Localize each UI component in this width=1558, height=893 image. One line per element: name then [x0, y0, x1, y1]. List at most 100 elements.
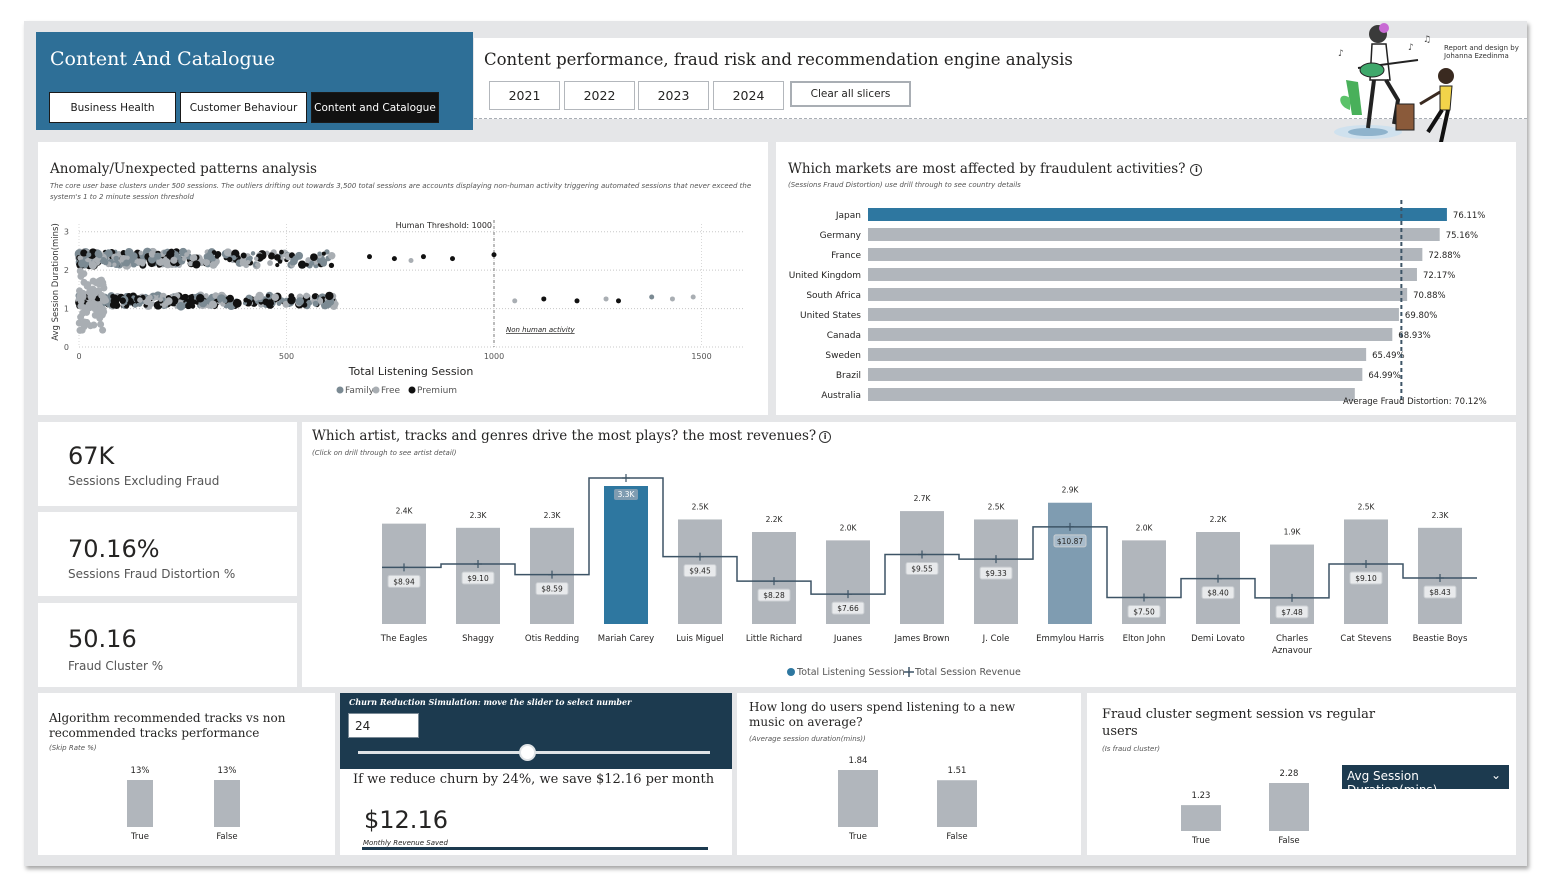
category-label: True	[130, 832, 149, 842]
scatter-point	[136, 301, 142, 307]
markets-bar-chart[interactable]: Japan 76.11% Germany 75.16% France 72.88% Unit…	[776, 142, 1516, 415]
scatter-point	[176, 301, 186, 311]
scatter-point	[156, 257, 165, 266]
newmusic-bar-chart[interactable]: 1.84 True 1.51 False	[737, 693, 1081, 855]
churn-underline	[362, 847, 708, 850]
market-bar	[868, 228, 1440, 241]
fraudseg-bar-chart[interactable]: 1.23 True 2.28 False	[1087, 693, 1516, 855]
scatter-point	[162, 302, 167, 308]
scatter-point	[279, 249, 284, 255]
revenue-value-label: $8.28	[763, 591, 785, 600]
artist-label: James Brown	[893, 634, 949, 644]
scatter-point	[138, 250, 144, 256]
scatter-point	[77, 255, 84, 261]
info-icon[interactable]: i	[1190, 164, 1203, 176]
revenue-marker	[992, 555, 1000, 564]
session-value-label: 2.0K	[840, 523, 858, 532]
session-value-label: 2.3K	[470, 511, 488, 520]
year-slicer-2024[interactable]: 2024	[713, 81, 784, 110]
revenue-marker	[1140, 593, 1148, 602]
scatter-point	[128, 257, 135, 264]
scatter-point	[119, 297, 126, 304]
scatter-point	[77, 272, 85, 280]
info-icon[interactable]: i	[819, 431, 832, 443]
scatter-point	[289, 261, 295, 266]
scatter-point	[205, 251, 214, 260]
session-value-label: 2.5K	[988, 502, 1006, 511]
market-value-label: 72.17%	[1423, 271, 1455, 281]
scatter-point	[135, 258, 143, 266]
legend-label: Free	[381, 386, 401, 396]
scatter-point	[322, 258, 328, 264]
country-label: Germany	[820, 231, 862, 241]
session-label-box	[614, 489, 638, 500]
bar	[838, 770, 878, 827]
country-label: Sweden	[825, 351, 861, 361]
scatter-point	[124, 248, 134, 257]
revenue-label-box	[979, 566, 1013, 580]
scatter-point	[81, 304, 89, 312]
scatter-point	[188, 294, 195, 301]
bar	[937, 780, 977, 827]
kpi-label: Fraud Cluster %	[68, 659, 164, 673]
revenue-value-label: $9.10	[467, 574, 489, 583]
newmusic-panel: How long do users spend listening to a n…	[737, 693, 1081, 855]
measure-dropdown[interactable]: Avg Session Duration(mins) ⌄	[1342, 765, 1509, 797]
nav-content-catalogue[interactable]: Content and Catalogue	[311, 92, 439, 123]
algo-panel: Algorithm recommended tracks vs non reco…	[38, 693, 335, 855]
year-slicer-2023[interactable]: 2023	[638, 81, 709, 110]
scatter-point	[77, 313, 85, 321]
churn-slider-thumb[interactable]	[518, 744, 536, 761]
scatter-point	[100, 308, 108, 316]
markets-title-text: Which markets are most affected by fraud…	[788, 161, 1186, 177]
artist-label: Beastie Boys	[1413, 634, 1468, 644]
year-slicer-2022[interactable]: 2022	[564, 81, 635, 110]
artists-title: Which artist, tracks and genres drive th…	[312, 428, 832, 444]
artists-combo-chart[interactable]: 2.4K The Eagles 2.3K Shaggy 2.3K Otis Redding…	[302, 422, 1516, 687]
y-tick-label: 0	[64, 343, 69, 352]
scatter-point	[250, 251, 256, 256]
market-bar	[868, 328, 1393, 341]
legend-marker	[336, 386, 344, 394]
revenue-value-label: $8.40	[1207, 589, 1229, 598]
market-bar	[868, 288, 1408, 301]
y-tick-label: 3	[64, 228, 69, 237]
category-label: False	[946, 832, 967, 842]
revenue-label-box	[461, 571, 495, 585]
nav-business-health[interactable]: Business Health	[49, 92, 176, 123]
revenue-marker	[400, 563, 408, 572]
scatter-point	[287, 296, 296, 305]
artist-label: Luis Miguel	[676, 634, 724, 644]
scatter-point	[184, 252, 189, 258]
revenue-label-box	[1423, 585, 1457, 599]
scatter-point-outlier	[603, 296, 609, 302]
session-bar	[1048, 502, 1092, 624]
legend-label: Family	[345, 386, 375, 396]
churn-saved-value: $12.16	[364, 806, 448, 834]
anomaly-panel: Anomaly/Unexpected patterns analysis The…	[38, 142, 768, 415]
svg-text:♪: ♪	[1338, 49, 1344, 59]
scatter-point-outlier	[649, 294, 655, 300]
nav-customer-behaviour[interactable]: Customer Behaviour	[180, 92, 307, 123]
scatter-point	[83, 282, 91, 290]
report-subtitle: Content performance, fraud risk and reco…	[484, 50, 1073, 69]
revenue-value-label: $8.43	[1429, 588, 1451, 597]
clear-slicers-button[interactable]: Clear all slicers	[790, 81, 911, 107]
year-slicer-2021[interactable]: 2021	[489, 81, 560, 110]
revenue-marker	[1436, 574, 1444, 583]
revenue-label-box	[1053, 534, 1087, 548]
artists-subtitle: (Click on drill through to see artist de…	[312, 449, 457, 457]
kpi-card-sessions: 67K Sessions Excluding Fraud	[38, 422, 297, 506]
category-label: False	[216, 832, 237, 842]
scatter-point	[165, 297, 173, 305]
scatter-point	[112, 262, 117, 267]
artist-label: Shaggy	[462, 634, 494, 644]
churn-input[interactable]: 24	[348, 713, 419, 738]
scatter-point	[203, 259, 210, 266]
artist-label: J. Cole	[982, 634, 1010, 644]
legend-marker	[372, 386, 380, 394]
algo-bar-chart[interactable]: 13% True 13% False	[38, 693, 335, 855]
credit-line-2: Johanna Ezedinma	[1444, 52, 1509, 60]
chevron-down-icon: ⌄	[1490, 768, 1501, 782]
